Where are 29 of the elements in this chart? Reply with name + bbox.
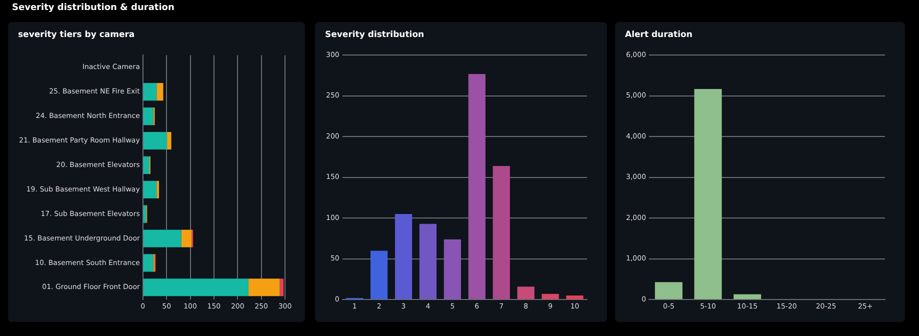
bar [370, 250, 388, 300]
bar [143, 83, 157, 101]
bar [143, 254, 154, 272]
bar [156, 83, 164, 101]
bar [143, 278, 249, 296]
bar [492, 166, 510, 300]
chart-title: Severity distribution [325, 30, 424, 40]
chart-title: severity tiers by camera [18, 30, 135, 40]
bar [143, 108, 154, 126]
bar [734, 294, 762, 300]
bar [517, 286, 534, 300]
bar [444, 239, 462, 300]
bar [248, 278, 280, 296]
chart-title: Alert duration [625, 30, 692, 40]
bar [654, 282, 682, 300]
bar [566, 296, 584, 300]
bar [468, 74, 486, 300]
bar [143, 180, 157, 198]
bar [181, 230, 192, 248]
bar [167, 132, 172, 150]
bar [694, 89, 722, 300]
bar [394, 214, 412, 300]
bar [143, 230, 182, 248]
bar [280, 278, 284, 296]
bar [419, 224, 437, 300]
text: Severity distribution & duration [12, 3, 174, 13]
bar [143, 156, 150, 174]
bar [143, 132, 168, 150]
bar [542, 294, 559, 300]
